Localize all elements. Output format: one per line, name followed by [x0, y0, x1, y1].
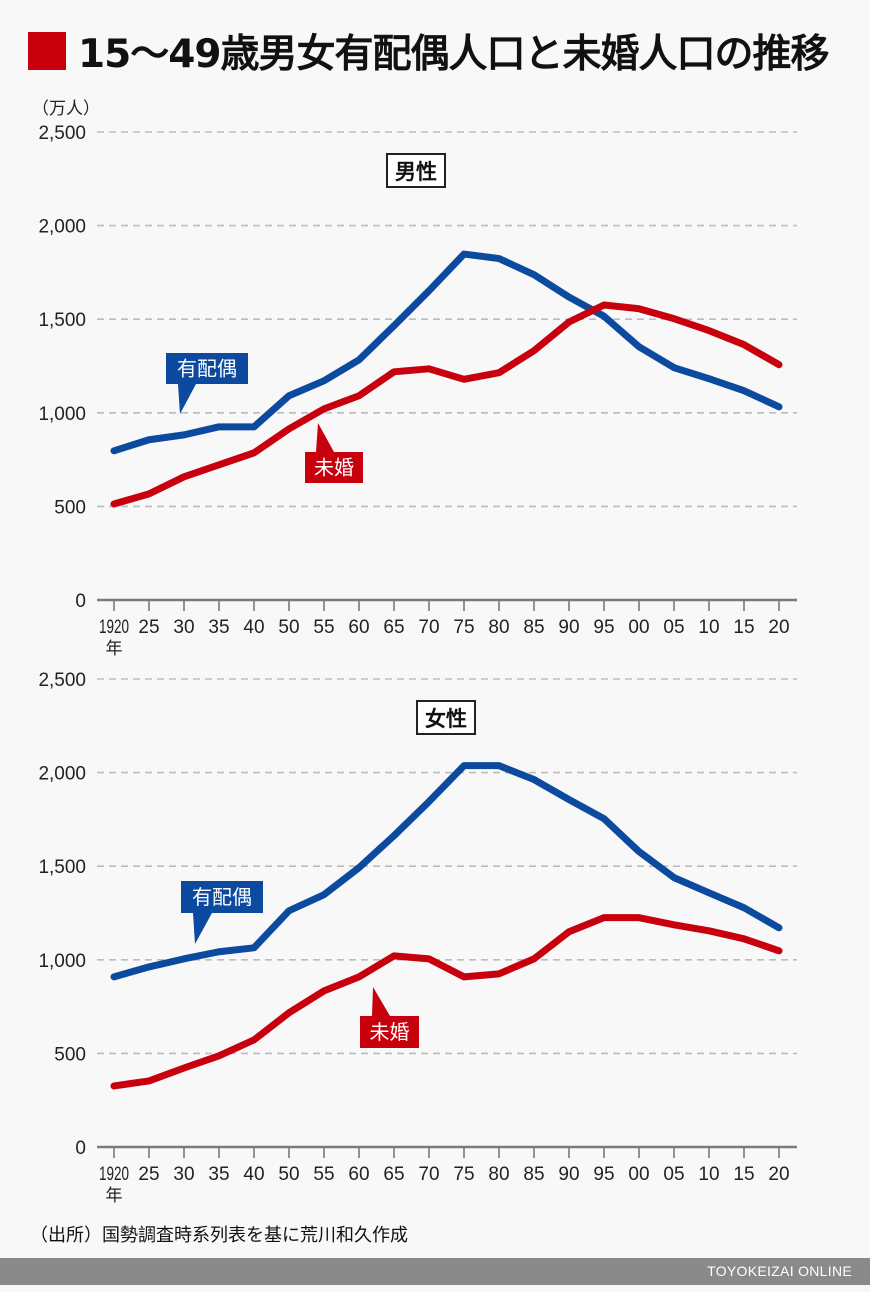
callout-box — [360, 1016, 419, 1048]
series-line-unmarried — [110, 914, 783, 1090]
subplot-title: 女性 — [425, 707, 467, 731]
y-tick-label: 500 — [54, 1044, 86, 1065]
x-tick-label: 00 — [628, 617, 649, 638]
callout-pointer — [193, 913, 212, 944]
series-callout-married: 有配偶 — [181, 881, 263, 944]
x-tick-label: 25 — [138, 1164, 159, 1185]
x-tick-label: 40 — [243, 617, 264, 638]
subplot-title-box — [416, 700, 476, 735]
x-tick-label: 70 — [418, 1164, 439, 1185]
x-tick-label: 55 — [313, 1164, 334, 1185]
callout-label: 有配偶 — [177, 357, 237, 381]
callout-box — [166, 353, 248, 384]
callout-box — [305, 452, 363, 483]
y-tick-label: 1,000 — [38, 951, 86, 972]
x-tick-label: 10 — [698, 617, 719, 638]
y-tick-label: 1,500 — [38, 857, 86, 878]
x-tick-label: 15 — [733, 617, 754, 638]
title-marker-square — [28, 32, 66, 70]
y-tick-label: 2,500 — [38, 123, 86, 144]
y-tick-label: 2,000 — [38, 764, 86, 785]
x-tick-label: 10 — [698, 1164, 719, 1185]
y-tick-label: 2,000 — [38, 217, 86, 238]
callout-label: 未婚 — [370, 1020, 410, 1044]
x-tick-label: 70 — [418, 617, 439, 638]
x-tick-label: 1920 — [99, 617, 129, 638]
series-callout-unmarried: 未婚 — [360, 987, 419, 1048]
x-tick-label: 80 — [488, 617, 509, 638]
footer-bar: TOYOKEIZAI ONLINE — [0, 1258, 870, 1285]
x-tick-label: 65 — [383, 1164, 404, 1185]
x-tick-label: 1920 — [99, 1164, 129, 1185]
x-tick-label: 15 — [733, 1164, 754, 1185]
footer-brand: TOYOKEIZAI ONLINE — [707, 1263, 852, 1279]
x-tick-label: 75 — [453, 617, 474, 638]
x-tick-label: 90 — [558, 1164, 579, 1185]
series-line-unmarried — [110, 301, 783, 508]
series-line-married — [110, 762, 783, 981]
x-tick-label: 80 — [488, 1164, 509, 1185]
x-tick-label: 05 — [663, 1164, 684, 1185]
y-tick-label: 2,500 — [38, 670, 86, 691]
x-tick-label: 65 — [383, 617, 404, 638]
x-tick-label: 55 — [313, 617, 334, 638]
x-axis-unit-label: 年 — [106, 639, 123, 659]
x-tick-label: 95 — [593, 617, 614, 638]
series-callout-married: 有配偶 — [166, 353, 248, 414]
x-tick-label: 30 — [173, 1164, 194, 1185]
subplot-title: 男性 — [395, 160, 437, 184]
x-tick-label: 35 — [208, 1164, 229, 1185]
y-tick-label: 0 — [75, 1138, 86, 1159]
series-line-married — [110, 250, 783, 455]
callout-label: 未婚 — [314, 456, 354, 480]
x-tick-label: 00 — [628, 1164, 649, 1185]
x-tick-label: 85 — [523, 617, 544, 638]
y-tick-label: 1,000 — [38, 404, 86, 425]
x-tick-label: 60 — [348, 1164, 369, 1185]
x-tick-label: 75 — [453, 1164, 474, 1185]
y-tick-label: 1,500 — [38, 310, 86, 331]
chart-title-row: 15〜49歳男女有配偶人口と未婚人口の推移 — [28, 26, 830, 77]
x-tick-label: 35 — [208, 617, 229, 638]
callout-pointer — [178, 384, 196, 414]
x-tick-label: 30 — [173, 617, 194, 638]
x-tick-label: 90 — [558, 617, 579, 638]
x-tick-label: 95 — [593, 1164, 614, 1185]
y-tick-label: 0 — [75, 591, 86, 612]
callout-label: 有配偶 — [192, 885, 252, 909]
x-tick-label: 50 — [278, 1164, 299, 1185]
y-axis-unit-label: （万人） — [32, 99, 100, 119]
x-tick-label: 50 — [278, 617, 299, 638]
subplot-title-box — [386, 153, 446, 188]
x-tick-label: 85 — [523, 1164, 544, 1185]
callout-pointer — [372, 987, 390, 1016]
x-tick-label: 25 — [138, 617, 159, 638]
chart-title: 15〜49歳男女有配偶人口と未婚人口の推移 — [78, 32, 830, 77]
source-note: （出所）国勢調査時系列表を基に荒川和久作成 — [30, 1225, 408, 1246]
y-tick-label: 500 — [54, 497, 86, 518]
callout-box — [181, 881, 263, 913]
x-tick-label: 20 — [768, 617, 789, 638]
x-tick-label: 40 — [243, 1164, 264, 1185]
x-tick-label: 60 — [348, 617, 369, 638]
x-axis-unit-label: 年 — [106, 1186, 123, 1206]
x-tick-label: 05 — [663, 617, 684, 638]
series-callout-unmarried: 未婚 — [305, 423, 363, 483]
callout-pointer — [316, 423, 334, 452]
x-tick-label: 20 — [768, 1164, 789, 1185]
